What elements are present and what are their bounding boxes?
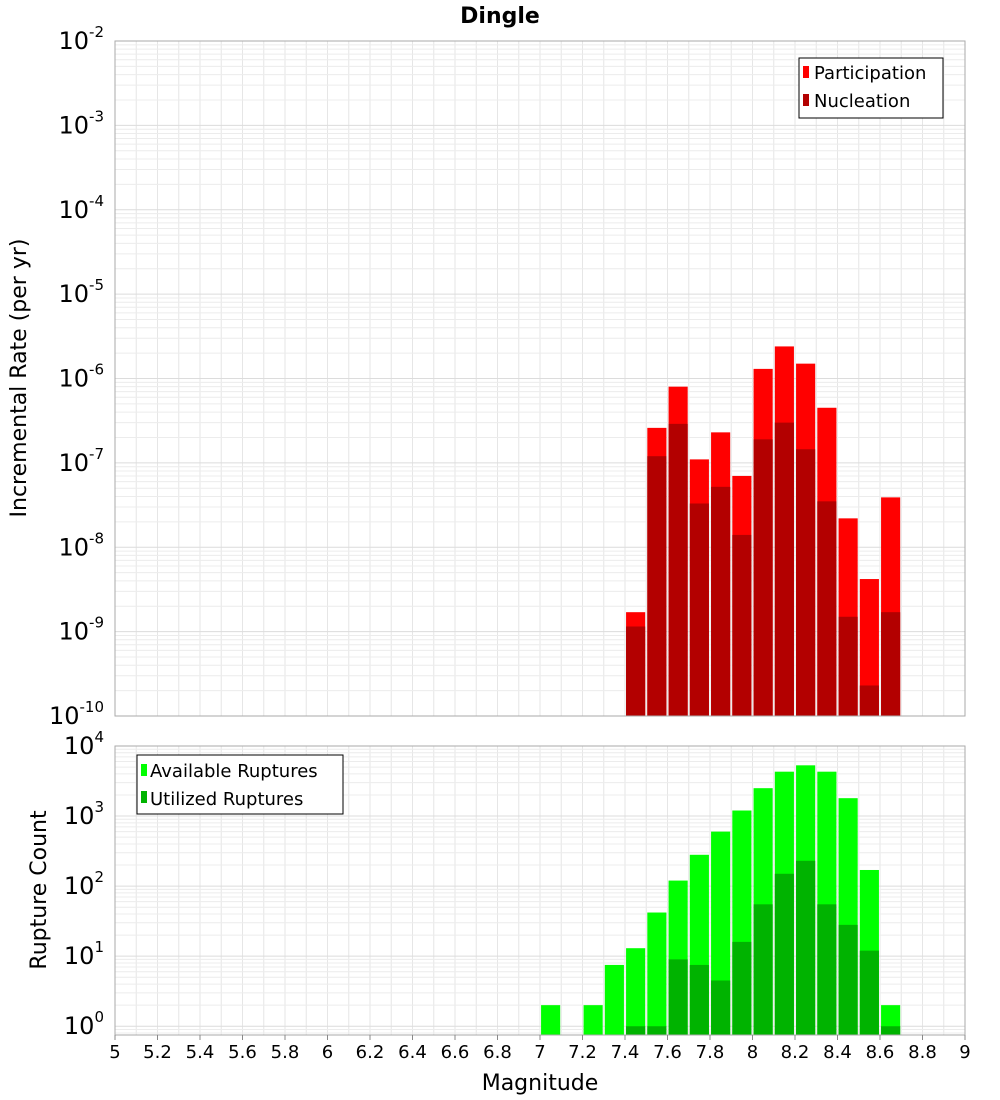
nucleation-bar [647, 456, 667, 716]
y-tick-label: 10-2 [58, 23, 104, 55]
y-tick-label: 104 [64, 728, 104, 760]
x-tick-label: 5 [109, 1042, 120, 1063]
utilized-ruptures-bar [626, 1026, 646, 1035]
x-tick-label: 6.6 [441, 1042, 470, 1063]
y-tick-label: 10-3 [58, 107, 104, 139]
utilized-ruptures-bar [732, 941, 752, 1035]
y-tick-label: 103 [64, 798, 104, 830]
x-tick-label: 8.6 [866, 1042, 895, 1063]
x-tick-label: 6.8 [483, 1042, 512, 1063]
x-tick-label: 5.8 [271, 1042, 300, 1063]
x-tick-label: 8.8 [908, 1042, 937, 1063]
y-tick-label: 10-5 [58, 276, 104, 308]
x-tick-label: 7 [534, 1042, 545, 1063]
available-ruptures-bar [583, 1005, 603, 1035]
legend-label-nucleation: Nucleation [814, 91, 910, 112]
bottom-legend: Available Ruptures Utilized Ruptures [136, 754, 344, 815]
x-tick-label: 7.8 [696, 1042, 725, 1063]
legend-label-participation: Participation [814, 63, 926, 84]
x-tick-label: 7.6 [653, 1042, 682, 1063]
bottom-y-tick-labels: 100 101 102 103 104 [64, 728, 104, 1040]
available-ruptures-bar [647, 912, 667, 1035]
nucleation-bar [838, 616, 858, 716]
bottom-bars [541, 765, 901, 1035]
utilized-ruptures-bar [817, 904, 837, 1035]
utilized-ruptures-bar [859, 950, 879, 1035]
x-tick-label: 8.2 [781, 1042, 810, 1063]
top-legend-box [798, 57, 944, 119]
top-legend: Participation Nucleation [798, 57, 944, 119]
legend-label-available: Available Ruptures [150, 761, 318, 782]
utilized-ruptures-bar [838, 924, 858, 1035]
y-tick-label: 10-4 [58, 192, 104, 224]
available-ruptures-bar [541, 1005, 561, 1035]
x-tick-label: 6 [322, 1042, 333, 1063]
y-tick-label: 10-9 [58, 614, 104, 646]
x-tick-label: 8.4 [823, 1042, 852, 1063]
utilized-ruptures-bar [689, 964, 709, 1035]
y-tick-label: 10-10 [49, 698, 104, 730]
nucleation-bar [881, 612, 901, 716]
y-tick-label: 10-6 [58, 361, 104, 393]
x-tick-label: 5.4 [186, 1042, 215, 1063]
nucleation-bar [796, 449, 816, 716]
x-tick-label: 5.2 [143, 1042, 172, 1063]
nucleation-bar [859, 685, 879, 716]
legend-swatch-nucleation [803, 94, 809, 106]
bottom-y-axis-label: Rupture Count [27, 810, 52, 970]
chart-title: Dingle [460, 4, 540, 29]
legend-swatch-participation [803, 66, 809, 78]
x-tick-label: 6.4 [398, 1042, 427, 1063]
y-tick-label: 102 [64, 868, 104, 900]
top-plot-frame [114, 40, 966, 717]
nucleation-bar [817, 501, 837, 716]
utilized-ruptures-bar [774, 873, 794, 1035]
utilized-ruptures-bar [881, 1026, 901, 1035]
top-bars [626, 346, 901, 716]
legend-label-utilized: Utilized Ruptures [150, 789, 303, 810]
utilized-ruptures-bar [753, 904, 773, 1035]
x-tick-label: 7.2 [568, 1042, 597, 1063]
nucleation-bar [626, 626, 646, 716]
top-gridlines [114, 41, 966, 717]
nucleation-bar [711, 486, 731, 716]
utilized-ruptures-bar [711, 980, 731, 1035]
available-ruptures-bar [626, 948, 646, 1035]
x-tick-label: 8 [747, 1042, 758, 1063]
utilized-ruptures-bar [647, 1026, 667, 1035]
x-tick-label: 7.4 [611, 1042, 640, 1063]
top-y-tick-labels: 10-10 10-9 10-8 10-7 10-6 10-5 10-4 10-3 10-2 [49, 23, 104, 730]
y-tick-label: 100 [64, 1008, 104, 1040]
y-tick-label: 10-7 [58, 445, 104, 477]
legend-swatch-utilized [141, 791, 147, 803]
x-tick-label: 5.6 [228, 1042, 257, 1063]
utilized-ruptures-bar [668, 959, 688, 1035]
nucleation-bar [732, 534, 752, 716]
y-tick-label: 101 [64, 938, 104, 970]
nucleation-bar [668, 423, 688, 716]
x-tick-label: 9 [959, 1042, 970, 1063]
top-y-axis-label: Incremental Rate (per yr) [7, 239, 32, 518]
available-ruptures-bar [604, 964, 624, 1035]
nucleation-bar [753, 439, 773, 716]
utilized-ruptures-bar [796, 860, 816, 1035]
legend-swatch-available [141, 764, 147, 776]
x-axis-label: Magnitude [482, 1071, 599, 1096]
bottom-panel: 100 101 102 103 104 5 5.2 5.4 5.6 5.8 6 6.2 6.4 6.6 6… [27, 728, 971, 1096]
nucleation-bar [774, 422, 794, 716]
x-tick-label: 6.2 [356, 1042, 385, 1063]
participation-bar [859, 579, 879, 716]
nucleation-bar [689, 503, 709, 716]
y-tick-label: 10-8 [58, 529, 104, 561]
top-panel: 10-10 10-9 10-8 10-7 10-6 10-5 10-4 10-3 10-2 In… [7, 23, 966, 730]
bottom-legend-box [136, 754, 344, 815]
x-tick-labels: 5 5.2 5.4 5.6 5.8 6 6.2 6.4 6.6 6.8 7 7.2 7.4 7.6 7.8 8… [109, 1035, 971, 1063]
